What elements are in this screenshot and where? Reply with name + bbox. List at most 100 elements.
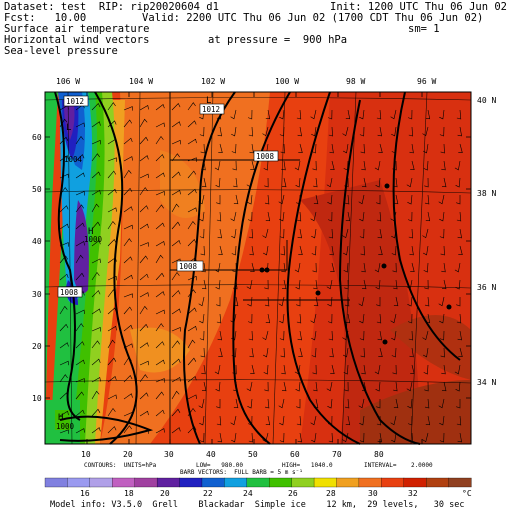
wind-barb	[456, 415, 462, 426]
wind-barb	[345, 313, 351, 324]
wind-barb	[75, 391, 85, 400]
wind-barb	[295, 177, 301, 188]
wind-barb	[59, 223, 69, 230]
wind-barb	[376, 211, 382, 222]
wind-barb	[457, 330, 462, 341]
wind-barb	[107, 188, 117, 196]
wind-barb	[247, 415, 253, 426]
wind-barb	[424, 381, 429, 392]
wind-barb	[91, 102, 101, 111]
x-tick-label: 20	[123, 450, 133, 459]
wind-barb	[264, 194, 270, 205]
wind-barb	[361, 177, 367, 188]
wind-barb	[59, 360, 69, 366]
wind-barb	[378, 143, 383, 154]
wind-barb	[441, 279, 447, 290]
wind-barb	[377, 432, 382, 443]
wind-barb	[217, 228, 222, 239]
wind-barb	[327, 194, 333, 205]
wind-barb	[264, 381, 269, 392]
wind-barb	[310, 415, 317, 426]
wind-barb	[233, 177, 238, 188]
wind-barb	[91, 408, 101, 417]
wind-barb	[298, 245, 303, 256]
wind-barb	[155, 291, 165, 298]
wind-barb	[424, 296, 430, 307]
wind-barb	[342, 245, 349, 256]
wind-barb	[408, 126, 413, 137]
wind-barb	[198, 398, 205, 409]
wind-barb	[171, 139, 181, 145]
wind-barb	[456, 195, 461, 205]
wind-barb	[123, 238, 132, 247]
wind-barb	[378, 245, 383, 256]
wind-barb	[456, 211, 462, 222]
wind-barb	[230, 313, 237, 324]
wind-barb	[378, 347, 383, 358]
wind-barb	[297, 228, 302, 239]
wind-barb	[424, 194, 430, 205]
wind-barb	[123, 274, 133, 281]
x-tick-label: 30	[164, 450, 174, 459]
wind-barb	[422, 347, 429, 358]
wind-barb	[91, 308, 101, 315]
wind-barb	[107, 376, 117, 383]
field-temperature: Surface air temperature	[4, 23, 150, 35]
wind-barb	[458, 347, 463, 358]
wind-barb	[231, 347, 237, 358]
wind-barb	[313, 279, 318, 290]
wind-barb	[425, 211, 431, 222]
wind-barb	[424, 398, 430, 409]
wind-barb	[107, 339, 116, 349]
y-tick-label: 20	[32, 342, 42, 351]
wind-barb	[408, 228, 413, 239]
wind-barb	[201, 279, 207, 290]
wind-barb	[407, 415, 413, 426]
wind-barb	[59, 342, 69, 349]
wind-barb	[311, 330, 317, 341]
wind-barb	[330, 364, 335, 375]
contour-interval: INTERVAL= 2.0000	[364, 462, 433, 469]
wind-barb	[359, 228, 365, 239]
wind-barb	[247, 296, 253, 307]
wind-barb	[59, 187, 68, 196]
wind-barb	[296, 415, 302, 426]
wind-barb	[344, 279, 349, 290]
wind-barb	[264, 398, 270, 409]
wind-barb	[139, 305, 148, 315]
wind-barb	[390, 211, 397, 222]
wind-barb	[233, 296, 239, 307]
wind-barb	[391, 347, 397, 358]
wind-barb	[123, 187, 133, 196]
wind-barb	[155, 341, 165, 349]
wind-barb	[391, 432, 397, 443]
wind-barb	[392, 160, 397, 171]
wind-barb	[91, 139, 101, 145]
wind-barb	[438, 296, 445, 307]
lon-label: 102 W	[201, 77, 226, 86]
wind-barb	[75, 241, 85, 247]
wind-barb	[75, 272, 85, 281]
legend-label: 32	[408, 489, 418, 498]
wind-barb	[294, 160, 301, 171]
wind-barb	[313, 381, 318, 392]
lon-label: 98 W	[346, 77, 366, 86]
station-dots	[259, 183, 452, 345]
wind-barb	[327, 415, 333, 426]
wind-barb	[155, 172, 165, 179]
wind-barb	[440, 143, 445, 154]
wind-barb	[214, 262, 221, 273]
y-tick-label: 40	[32, 237, 42, 246]
wind-barb	[313, 296, 319, 307]
wind-barb	[457, 432, 462, 443]
wind-barb	[171, 377, 181, 383]
wind-barb	[441, 160, 446, 171]
wind-barb	[247, 398, 253, 409]
lat-label: 40 N	[477, 96, 497, 105]
wind-barb	[233, 381, 238, 392]
wind-barb	[91, 271, 100, 281]
wind-barb	[123, 411, 133, 417]
wind-barb	[123, 137, 133, 145]
y-tick-label: 30	[32, 290, 42, 299]
wind-barb	[198, 194, 205, 205]
